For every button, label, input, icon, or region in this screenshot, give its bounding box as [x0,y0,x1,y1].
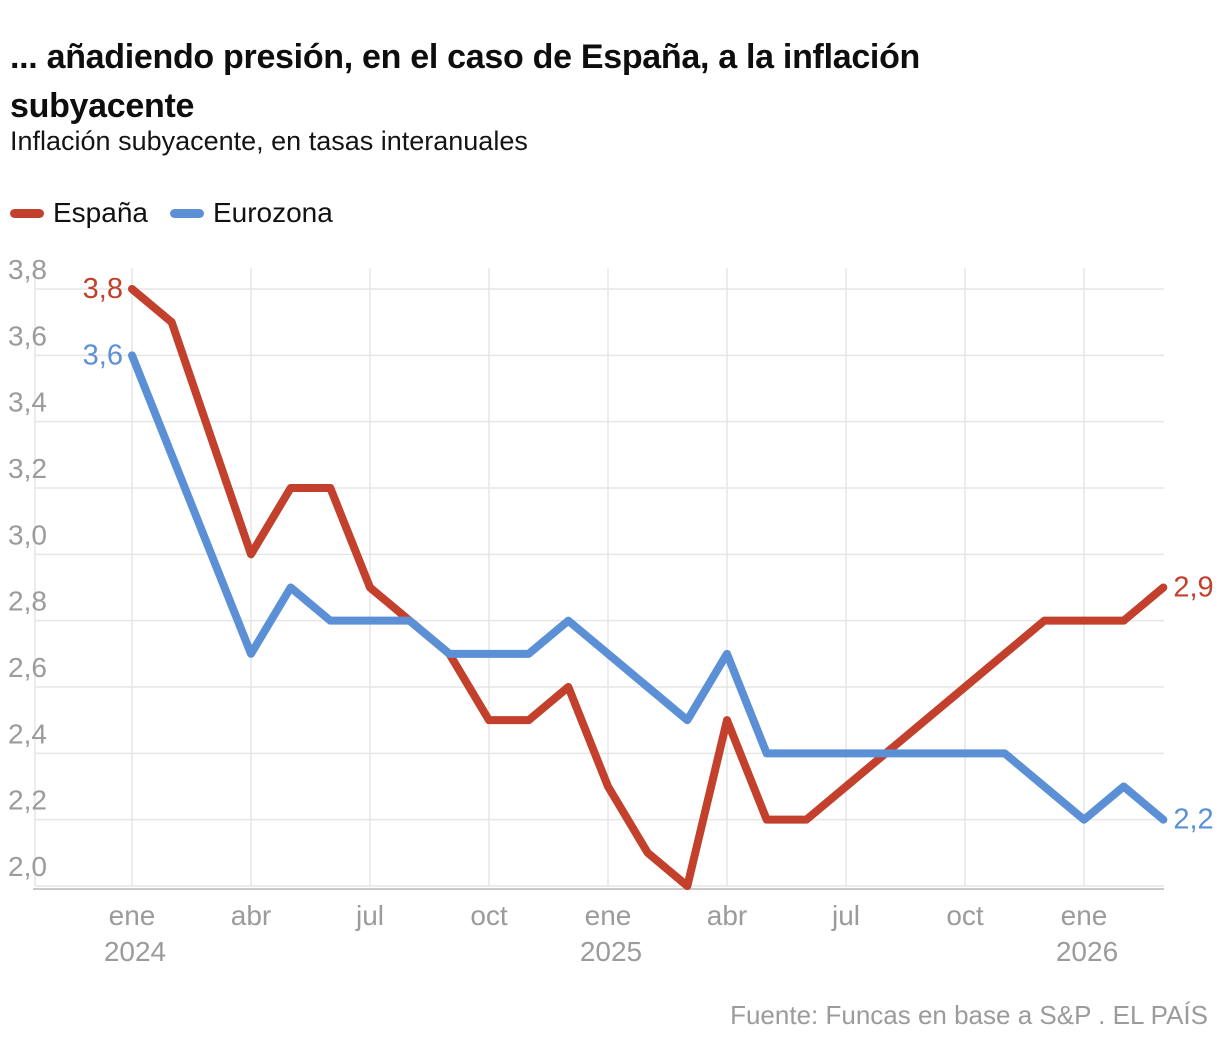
x-tick-label: jul [355,900,384,931]
y-tick-label: 2,0 [8,851,47,882]
y-tick-label: 3,8 [8,254,47,285]
x-tick-year-label: 2026 [1056,936,1118,967]
x-tick-label: oct [946,900,984,931]
line-chart: 3,8 3,6 3,4 3,2 3,0 2,8 2,6 2,4 2,2 2,0 ene 2024 abr… [8,254,1214,967]
eurozona-end-value-label: 2,2 [1173,804,1213,836]
legend-label-espana: España [53,197,148,228]
x-tick-label: ene [1061,900,1108,931]
y-tick-label: 2,2 [8,785,47,816]
x-tick-label: oct [470,900,508,931]
x-tick-label: jul [831,900,860,931]
page-title-line-1: ... añadiendo presión, en el caso de Esp… [10,37,921,76]
page-title-line-2: subyacente [10,86,195,125]
y-tick-label: 3,2 [8,453,47,484]
espana-start-value-label: 3,8 [83,273,123,305]
x-tick-year-label: 2025 [580,936,642,967]
x-tick-year-label: 2024 [104,936,166,967]
source-credit: Fuente: Funcas en base a S&P . EL PAÍS [730,1000,1208,1030]
chart-subtitle: Inflación subyacente, en tasas interanua… [10,126,528,156]
eurozona-start-value-label: 3,6 [83,339,123,371]
eurozona-line-swatch [169,208,204,218]
page-title: ... añadiendo presión, en el caso de Esp… [10,33,1170,131]
y-tick-label: 3,4 [8,387,47,418]
legend-label-eurozona: Eurozona [212,197,333,228]
espana-line-swatch [10,208,44,218]
espana-line [128,285,1168,890]
y-tick-label: 3,0 [8,519,47,550]
x-tick-label: ene [109,900,156,931]
x-tick-label: ene [585,900,632,931]
legend-item-espana: España [10,197,148,229]
espana-end-value-label: 2,9 [1173,572,1213,604]
y-tick-label: 2,6 [8,652,47,683]
y-tick-label: 2,8 [8,586,47,617]
y-tick-label: 2,4 [8,718,47,749]
legend: España Eurozona [10,197,333,229]
x-tick-label: abr [231,900,271,931]
eurozona-line [128,351,1168,824]
y-tick-label: 3,6 [8,320,47,351]
legend-item-eurozona: Eurozona [169,197,333,229]
x-tick-label: abr [707,900,747,931]
